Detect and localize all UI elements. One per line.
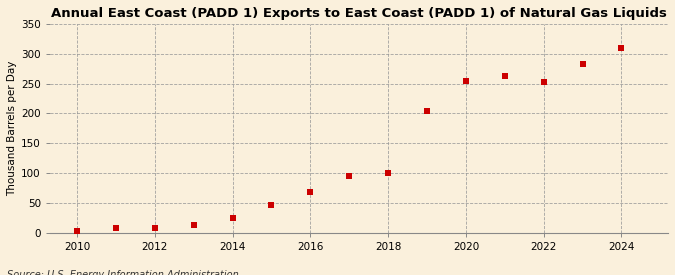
Point: [111, 226, 122, 230]
Point: [72, 229, 82, 233]
Point: [149, 226, 160, 230]
Point: [188, 223, 199, 228]
Point: [383, 171, 394, 175]
Point: [500, 73, 510, 78]
Point: [344, 174, 354, 178]
Title: Annual East Coast (PADD 1) Exports to East Coast (PADD 1) of Natural Gas Liquids: Annual East Coast (PADD 1) Exports to Ea…: [51, 7, 667, 20]
Point: [266, 202, 277, 207]
Point: [538, 80, 549, 84]
Point: [305, 190, 316, 194]
Point: [577, 62, 588, 67]
Point: [422, 109, 433, 113]
Point: [616, 46, 627, 50]
Text: Source: U.S. Energy Information Administration: Source: U.S. Energy Information Administ…: [7, 271, 238, 275]
Y-axis label: Thousand Barrels per Day: Thousand Barrels per Day: [7, 60, 17, 196]
Point: [460, 78, 471, 83]
Point: [227, 215, 238, 220]
